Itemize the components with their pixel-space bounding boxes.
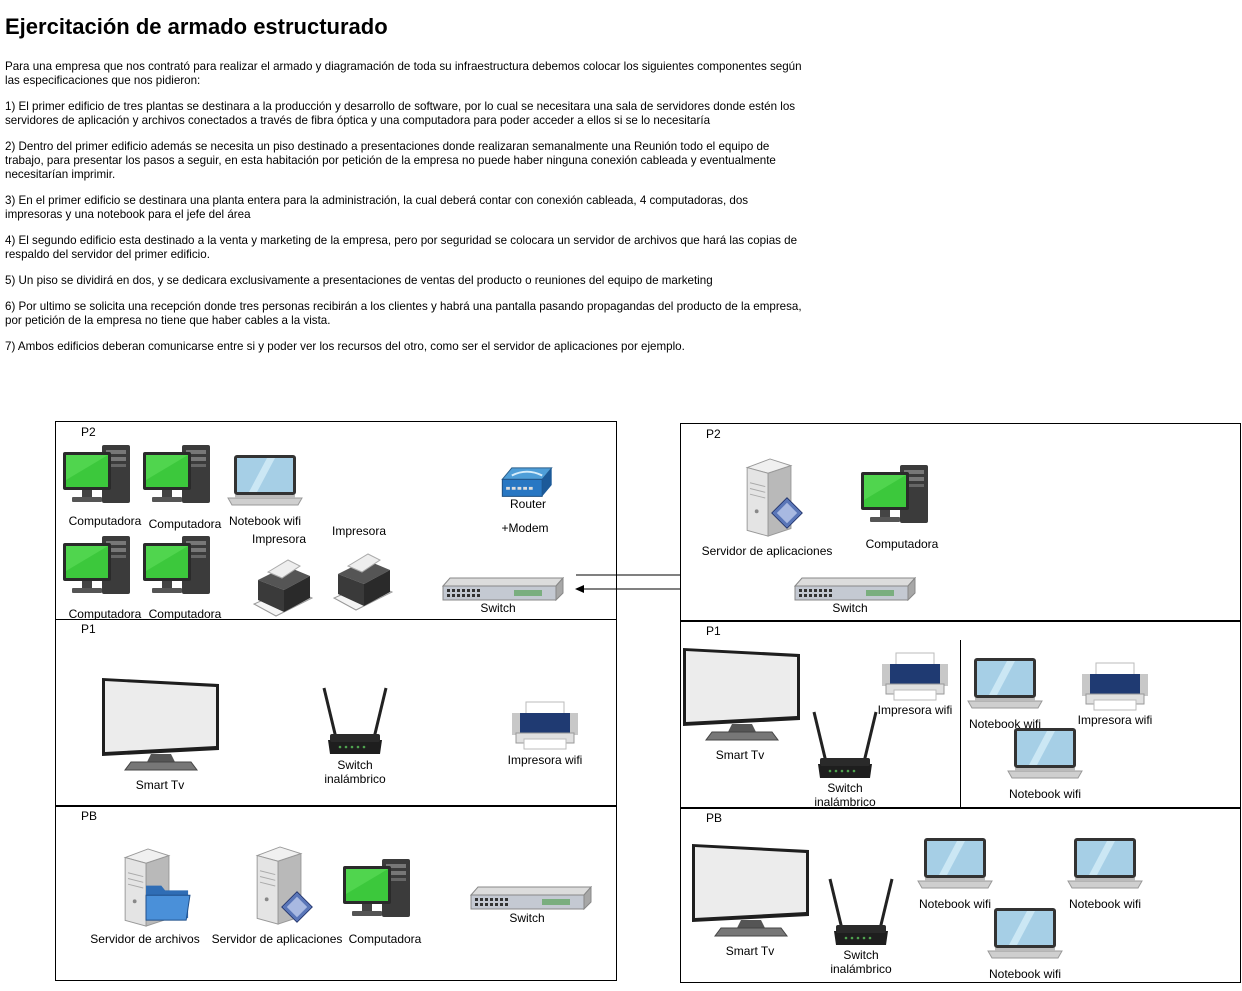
b1-p1-header-bar	[55, 619, 617, 639]
requirement-6: 6) Por ultimo se solicita una recepción …	[5, 300, 802, 327]
requirement-1: 1) El primer edificio de tres plantas se…	[5, 100, 796, 127]
laptop-icon	[987, 907, 1063, 959]
file-server-label: Servidor de archivos	[90, 932, 200, 946]
laptop-label: Notebook wifi	[228, 514, 302, 528]
laptop-label: Notebook wifi	[1008, 787, 1082, 801]
printer-label: Impresora wifi	[1077, 713, 1153, 727]
computer-label: Computadora	[148, 517, 222, 531]
switch-icon	[442, 577, 564, 601]
laptop-label: Notebook wifi	[1068, 897, 1142, 911]
b2-p1-header: P1	[706, 624, 721, 638]
computer-icon	[860, 464, 930, 526]
computer-icon	[142, 535, 212, 597]
computer-icon	[62, 535, 132, 597]
printer-label: Impresora wifi	[877, 703, 953, 717]
router-label: Router	[509, 497, 547, 511]
requirement-5: 5) Un piso se dividirá en dos, y se dedi…	[5, 274, 713, 287]
printer-label: Impresora	[251, 532, 307, 546]
modem-label: +Modem	[501, 521, 549, 535]
b1-p2-header: P2	[81, 425, 96, 439]
computer-icon	[342, 858, 412, 920]
laptop-icon	[227, 454, 303, 506]
page-title: Ejercitación de armado estructurado	[5, 14, 388, 39]
printer-label: Impresora	[331, 524, 387, 538]
printer-icon	[880, 652, 950, 702]
tv-label: Smart Tv	[715, 748, 765, 762]
wireless-switch-label: Switch inalámbrico	[324, 758, 386, 786]
computer-label: Computadora	[68, 607, 142, 621]
wireless-switch-label: Switch inalámbrico	[830, 948, 892, 976]
instructions: Para una empresa que nos contrató para r…	[5, 60, 805, 366]
b2-p1-divider	[960, 640, 961, 808]
printer-icon	[248, 556, 316, 618]
printer-icon	[510, 701, 580, 751]
b2-pb-header: PB	[706, 811, 723, 825]
laptop-icon	[967, 657, 1043, 709]
folder-icon	[144, 878, 192, 922]
printer-icon	[328, 550, 396, 612]
b1-pb-header: PB	[81, 809, 98, 823]
tv-label: Smart Tv	[725, 944, 775, 958]
switch-label: Switch	[480, 601, 516, 615]
laptop-label: Notebook wifi	[988, 967, 1062, 981]
tv-icon	[682, 646, 802, 742]
wireless-switch-icon	[826, 877, 896, 947]
switch-icon	[794, 577, 916, 601]
printer-icon	[1080, 662, 1150, 712]
computer-label: Computadora	[348, 932, 422, 946]
laptop-label: Notebook wifi	[918, 897, 992, 911]
computer-label: Computadora	[68, 514, 142, 528]
printer-label: Impresora wifi	[507, 753, 583, 767]
wireless-switch-icon	[810, 710, 880, 780]
requirement-3: 3) En el primer edificio se destinara un…	[5, 194, 749, 221]
tv-icon	[101, 676, 221, 772]
switch-label: Switch	[509, 911, 545, 925]
laptop-icon	[1067, 837, 1143, 889]
b2-p2-header: P2	[706, 427, 721, 441]
requirement-7: 7) Ambos edificios deberan comunicarse e…	[5, 340, 685, 353]
computer-label: Computadora	[865, 537, 939, 551]
wireless-switch-label: Switch inalámbrico	[814, 781, 876, 809]
app-server-label: Servidor de aplicaciones	[211, 932, 343, 946]
laptop-icon	[1007, 727, 1083, 779]
switch-icon	[470, 886, 592, 910]
b2-p1-header-bar	[680, 621, 1241, 641]
tv-label: Smart Tv	[135, 778, 185, 792]
laptop-label: Notebook wifi	[968, 717, 1042, 731]
switch-label: Switch	[832, 601, 868, 615]
application-icon	[770, 496, 804, 530]
intro-text: Para una empresa que nos contrató para r…	[5, 60, 802, 87]
requirement-4: 4) El segundo edificio esta destinado a …	[5, 234, 798, 261]
computer-icon	[142, 444, 212, 506]
b1-pb-header-bar	[55, 806, 617, 826]
computer-label: Computadora	[148, 607, 222, 621]
laptop-icon	[917, 837, 993, 889]
b2-pb-header-bar	[680, 808, 1241, 828]
app-server-label: Servidor de aplicaciones	[701, 544, 833, 558]
wireless-switch-icon	[320, 686, 390, 756]
application-icon	[280, 890, 314, 924]
requirement-2: 2) Dentro del primer edificio además se …	[5, 140, 776, 181]
b1-p1-header: P1	[81, 622, 96, 636]
b2-p2-header-bar	[680, 423, 1241, 443]
b1-p2-header-bar	[55, 421, 617, 441]
computer-icon	[62, 444, 132, 506]
tv-icon	[691, 842, 811, 938]
